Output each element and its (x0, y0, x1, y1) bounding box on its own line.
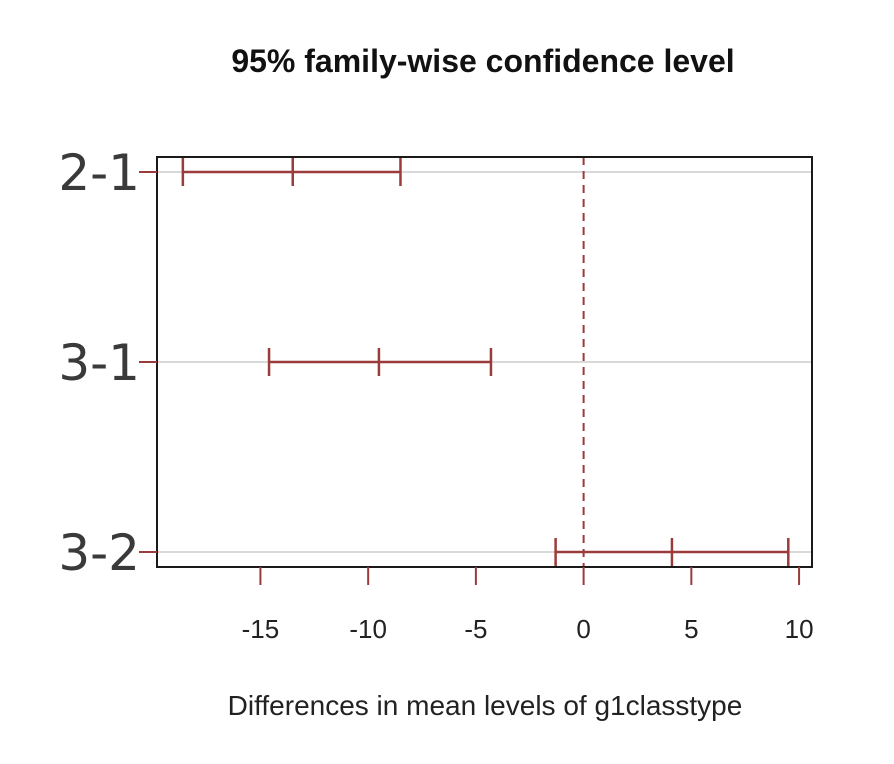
interval-3-1 (267, 348, 493, 376)
confidence-intervals (181, 158, 790, 566)
interval-2-1 (181, 158, 402, 186)
y-axis: 2-1 3-1 3-2 (58, 144, 157, 582)
x-axis: -15 -10 -5 0 5 10 (242, 567, 814, 644)
x-tick-label--5: -5 (464, 614, 487, 644)
chart-title: 95% family-wise confidence level (231, 43, 734, 79)
x-tick-label--10: -10 (349, 614, 387, 644)
y-tick-label-3-2: 3-2 (58, 524, 140, 582)
interval-3-2 (554, 538, 790, 566)
x-tick-label-10: 10 (785, 614, 814, 644)
x-tick-label--15: -15 (242, 614, 280, 644)
x-axis-label: Differences in mean levels of g1classtyp… (228, 690, 743, 721)
y-tick-label-3-1: 3-1 (58, 334, 140, 392)
x-tick-label-0: 0 (576, 614, 590, 644)
y-tick-label-2-1: 2-1 (58, 144, 140, 202)
x-tick-label-5: 5 (684, 614, 698, 644)
